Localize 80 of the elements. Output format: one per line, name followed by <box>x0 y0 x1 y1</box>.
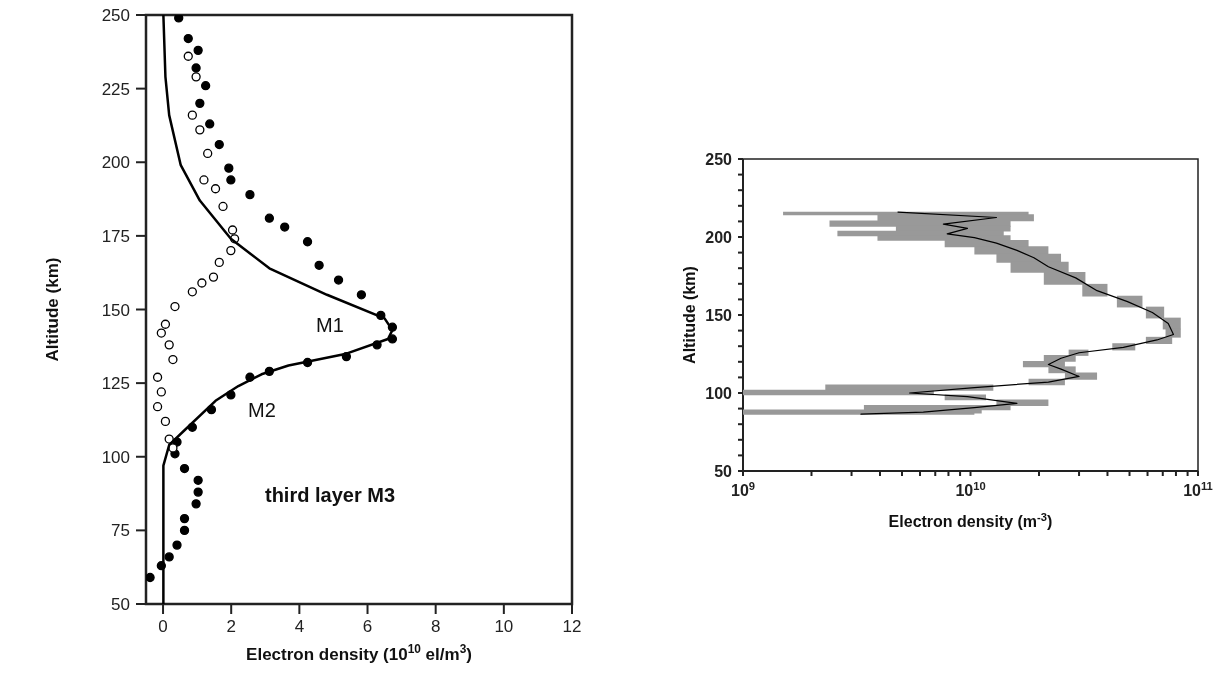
point <box>179 525 190 536</box>
point <box>245 190 255 200</box>
y-tick-label: 175 <box>101 226 130 246</box>
x-tick-label: 12 <box>562 617 582 636</box>
point <box>172 540 182 550</box>
y-tick-label: 250 <box>705 151 733 168</box>
point <box>205 119 215 129</box>
point <box>218 201 228 212</box>
point <box>191 72 201 82</box>
x-tick-label: 4 <box>294 617 305 636</box>
point <box>214 257 224 268</box>
y-axis-title: Altitude (km) <box>43 257 62 362</box>
y-tick-label: 100 <box>705 385 733 402</box>
point <box>146 572 155 583</box>
y-tick-label: 200 <box>101 153 130 173</box>
point <box>164 552 174 562</box>
point <box>193 475 203 485</box>
annotation: third layer M3 <box>264 483 396 507</box>
point <box>227 225 238 235</box>
y-tick-label: 150 <box>705 307 733 324</box>
y-tick-label: 200 <box>705 229 733 246</box>
x-axis-title: Electron density (m$^{-3}$) <box>888 511 1053 530</box>
x-tick-label: 0 <box>158 617 168 636</box>
point <box>179 513 190 524</box>
y-axis-title: Altitude (km) <box>681 266 698 364</box>
point <box>191 499 201 509</box>
point <box>224 163 234 173</box>
point <box>200 81 211 91</box>
point <box>264 213 275 223</box>
point <box>226 175 236 185</box>
point <box>203 148 213 159</box>
point <box>199 175 209 185</box>
point <box>314 260 324 270</box>
y-tick-label: 75 <box>111 521 130 541</box>
y-tick-label: 125 <box>101 374 130 394</box>
point <box>183 33 193 44</box>
point <box>187 287 197 297</box>
point <box>179 463 190 474</box>
y-tick-label: 225 <box>101 79 130 99</box>
point <box>160 416 171 427</box>
point <box>356 290 367 300</box>
point <box>195 125 205 135</box>
x-tick-label: 6 <box>362 617 373 636</box>
x-tick-label: 2 <box>226 617 236 636</box>
point <box>214 139 224 150</box>
point <box>195 98 205 108</box>
x-tick-label: 10 <box>494 617 514 636</box>
y-tick-label: 50 <box>714 463 733 480</box>
point <box>208 272 219 282</box>
point <box>197 278 207 288</box>
point <box>160 319 171 329</box>
x-axis-title: Electron density (10$^{10}$ el/m$^{3}$) <box>246 642 472 664</box>
y-tick-label: 50 <box>111 595 130 614</box>
point <box>156 328 166 338</box>
x-tick-label: 10$^{11}$ <box>1183 480 1213 499</box>
point <box>193 487 203 497</box>
y-tick-label: 250 <box>101 6 130 25</box>
point <box>187 110 197 120</box>
point <box>302 237 313 247</box>
point <box>156 387 166 397</box>
y-tick-label: 100 <box>101 447 130 467</box>
x-tick-label: 10$^{10}$ <box>955 480 986 499</box>
annotation: M2 <box>248 398 276 422</box>
x-tick-label: 10$^{9}$ <box>730 480 756 499</box>
point <box>280 222 290 232</box>
annotation: M1 <box>316 313 344 337</box>
x-tick-label: 8 <box>430 617 441 636</box>
y-tick-label: 150 <box>101 300 130 320</box>
point <box>174 15 184 23</box>
point <box>164 340 174 350</box>
point <box>226 245 236 256</box>
point <box>193 45 203 55</box>
point <box>210 184 221 194</box>
point <box>152 402 163 412</box>
point <box>152 372 163 382</box>
point <box>333 275 344 285</box>
point <box>168 354 178 365</box>
point <box>191 63 201 73</box>
point <box>183 51 193 61</box>
point <box>170 301 180 312</box>
